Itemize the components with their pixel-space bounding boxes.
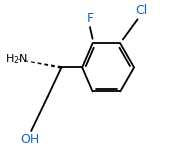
Text: H$_2$N: H$_2$N (5, 52, 28, 66)
Text: Cl: Cl (136, 4, 148, 17)
Text: OH: OH (21, 133, 40, 146)
Text: F: F (86, 12, 94, 25)
